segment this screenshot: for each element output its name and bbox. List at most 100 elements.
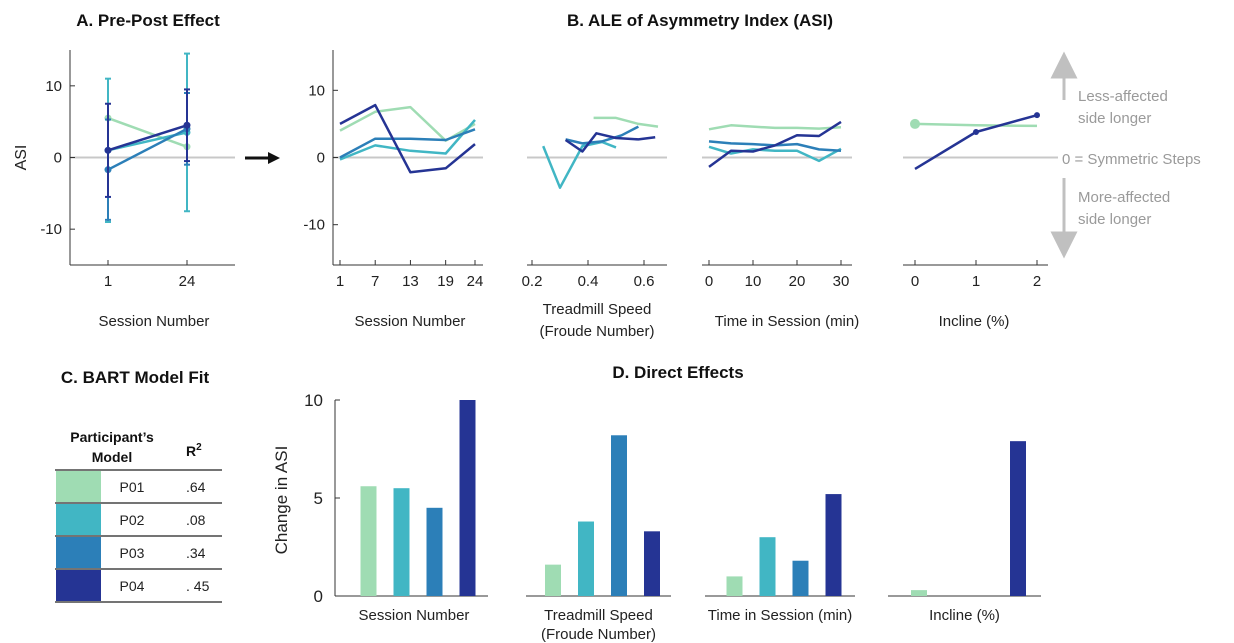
x-axis-label: Session Number [99, 313, 210, 330]
model-fit-table: Participant’s Model R2 P01 .64 P02 .08 P03 .3… [55, 429, 222, 603]
x-tick-label: 0 [705, 273, 713, 290]
bar-p01 [360, 486, 377, 596]
bar-p04 [459, 400, 476, 596]
x-tick-label: 7 [371, 273, 379, 290]
x-tick-label: 0 [911, 273, 919, 290]
y-axis-label: ASI [13, 145, 30, 171]
y-tick-label: -10 [303, 217, 325, 234]
series-line-p01 [708, 124, 842, 131]
less-affected-label-2: side longer [1078, 110, 1151, 127]
series-line-p01 [914, 122, 1038, 128]
group-label-2: (Froude Number) [541, 626, 656, 643]
table-header-r2: R [186, 443, 196, 459]
x-tick-label: 0.2 [522, 273, 543, 290]
y-tick-label: 0 [54, 150, 62, 167]
series-line-p04 [339, 103, 476, 174]
x-axis-label: Treadmill Speed [543, 301, 652, 318]
data-point [183, 121, 191, 129]
bar-p01 [911, 590, 927, 596]
x-tick-label: 24 [467, 273, 484, 290]
flow-arrow-icon [245, 152, 280, 164]
y-tick-label: 10 [308, 82, 325, 99]
series-line-p03 [107, 127, 188, 171]
panel-b-title: B. ALE of Asymmetry Index (ASI) [567, 11, 833, 30]
series-line-p04 [107, 124, 188, 152]
chart-b3: 0 10 20 30 Time in Session (min) [702, 120, 859, 330]
table-cell-r2: .64 [186, 479, 206, 495]
x-tick-label: 1 [336, 273, 344, 290]
bar-p02 [578, 521, 594, 596]
y-tick-label: 5 [314, 489, 323, 508]
x-tick-label: 0.6 [634, 273, 655, 290]
chart-b2: 0.2 0.4 0.6 Treadmill Speed (Froude Number) [522, 116, 667, 340]
series-line-p02 [708, 145, 842, 163]
table-cell-r2: .34 [186, 545, 206, 561]
chart-b1: 10 0 -10 1 7 13 19 24 Session Number [303, 50, 483, 330]
series-line-p04 [708, 120, 842, 168]
x-tick-label: 20 [789, 273, 806, 290]
color-swatch [56, 537, 101, 568]
table-header-model-1: Participant’s [70, 429, 154, 445]
table-header-model-2: Model [92, 449, 132, 465]
y-tick-label: 0 [317, 150, 325, 167]
chart-d: 10 5 0 Change in ASI Session Number Treadmill… [272, 391, 1041, 643]
group-label: Treadmill Speed [544, 607, 653, 624]
bar-p04 [644, 531, 660, 596]
bar-p02 [759, 537, 776, 596]
bar-p04 [1010, 441, 1026, 596]
group-label: Time in Session (min) [708, 607, 852, 624]
color-swatch [56, 471, 101, 502]
table-cell-r2: . 45 [186, 578, 210, 594]
panel-c-title: C. BART Model Fit [61, 368, 210, 387]
x-axis-label: Incline (%) [939, 313, 1010, 330]
color-swatch [56, 570, 101, 601]
x-tick-label: 13 [402, 273, 419, 290]
bar-p01 [726, 576, 743, 596]
y-tick-label: 0 [314, 587, 323, 606]
group-label: Session Number [359, 607, 470, 624]
symmetric-steps-label: 0 = Symmetric Steps [1062, 151, 1201, 168]
x-tick-label: 19 [437, 273, 454, 290]
x-tick-label: 0.4 [578, 273, 599, 290]
series-line-p02 [339, 119, 476, 161]
series-line-p01 [339, 105, 476, 142]
data-point [104, 146, 112, 154]
series-line-p04 [564, 132, 656, 153]
x-tick-label: 1 [972, 273, 980, 290]
data-point [910, 118, 920, 129]
bar-p01 [545, 564, 561, 596]
x-axis-label: Time in Session (min) [715, 313, 859, 330]
y-tick-label: -10 [40, 221, 62, 238]
bar-p04 [825, 494, 842, 596]
bar-p03 [792, 560, 809, 596]
panel-d-title: D. Direct Effects [612, 363, 743, 382]
less-affected-label-1: Less-affected [1078, 88, 1168, 105]
x-tick-label: 24 [179, 273, 196, 290]
x-tick-label: 10 [745, 273, 762, 290]
x-axis-label: Session Number [355, 313, 466, 330]
asymmetry-annotation: Less-affected side longer 0 = Symmetric … [1050, 51, 1201, 259]
y-tick-label: 10 [304, 391, 323, 410]
chart-b4: 0 1 2 Incline (%) [903, 112, 1058, 330]
table-cell-participant: P01 [120, 479, 145, 495]
series-line-p01 [593, 116, 659, 128]
table-cell-participant: P03 [120, 545, 145, 561]
bar-p03 [611, 435, 627, 596]
bar-p02 [393, 488, 410, 596]
series-line-p02 [542, 140, 617, 189]
more-affected-label-1: More-affected [1078, 189, 1170, 206]
y-tick-label: 10 [45, 78, 62, 95]
panel-a-title: A. Pre-Post Effect [76, 11, 220, 30]
table-header-r2-sup: 2 [196, 442, 202, 453]
chart-a: 10 0 -10 1 24 Session Number ASI [13, 50, 235, 330]
svg-text:R2: R2 [186, 442, 202, 459]
table-cell-participant: P04 [120, 578, 145, 594]
x-tick-label: 1 [104, 273, 112, 290]
color-swatch [56, 504, 101, 535]
data-point [973, 128, 979, 135]
x-tick-label: 30 [833, 273, 850, 290]
more-affected-label-2: side longer [1078, 211, 1151, 228]
table-cell-r2: .08 [186, 512, 206, 528]
x-tick-label: 2 [1033, 273, 1041, 290]
